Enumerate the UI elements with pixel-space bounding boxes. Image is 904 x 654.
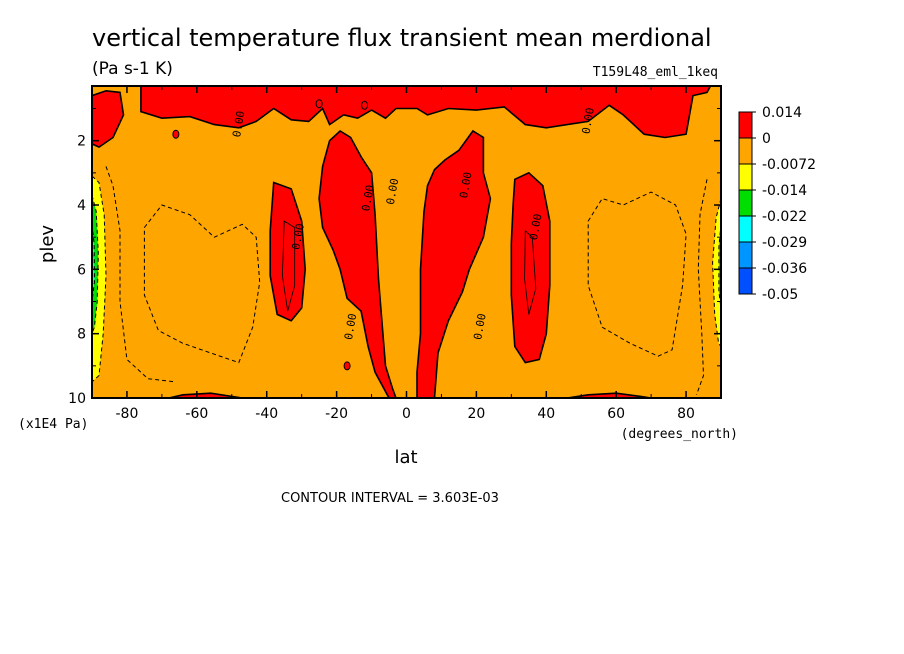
y-tick-label: 6 xyxy=(77,262,86,278)
chart-title: vertical temperature flux transient mean… xyxy=(92,24,712,52)
positive-cell-left xyxy=(269,181,307,322)
x-axis-label: lat xyxy=(394,447,417,468)
plot-background xyxy=(92,86,721,398)
contour-label: 0.00 xyxy=(527,213,544,241)
legend-label: 0 xyxy=(762,131,771,147)
y-tick-label: 4 xyxy=(77,198,86,214)
positive-region-central-right xyxy=(416,129,492,398)
y-unit-label: (x1E4 Pa) xyxy=(18,417,88,432)
x-unit-label: (degrees_north) xyxy=(621,427,738,442)
contour-label: 0.00 xyxy=(230,110,247,138)
x-tick-label: -60 xyxy=(185,406,208,422)
legend-swatch xyxy=(738,267,753,295)
positive-speck-a xyxy=(172,129,180,139)
x-tick-label: 60 xyxy=(607,406,625,422)
y-tick-label: 10 xyxy=(68,391,86,407)
positive-speck-b xyxy=(343,361,351,371)
legend-label: -0.036 xyxy=(762,261,807,277)
positive-cell-right xyxy=(510,171,551,364)
dashed-contour-right-outer xyxy=(696,179,708,395)
positive-region-bottom-left xyxy=(168,392,243,398)
dashed-contour-left-outer xyxy=(105,166,176,383)
legend-label: -0.0072 xyxy=(762,157,816,173)
positive-region-top xyxy=(140,86,721,139)
contour-label: 0.00 xyxy=(359,184,376,212)
plot-area: 0.00 0.00 0.00 0.00 0.00 0.00 0.00 0.00 0.00 -80… xyxy=(68,85,722,422)
positive-speck-d xyxy=(361,100,369,110)
positive-speck-c xyxy=(315,99,323,109)
contour-label: 0.00 xyxy=(290,222,307,250)
experiment-label: T159L48_eml_1keq xyxy=(593,65,718,80)
positive-region-left-top xyxy=(92,89,125,149)
legend-label: -0.05 xyxy=(762,287,798,303)
legend-swatch xyxy=(738,215,753,243)
positive-region-central-left xyxy=(318,129,397,398)
legend-swatch xyxy=(738,189,753,217)
contour-label: 0.00 xyxy=(580,107,597,135)
x-tick-label: -80 xyxy=(116,406,139,422)
x-tick-label: 40 xyxy=(537,406,555,422)
negative-band-right-1 xyxy=(712,198,721,348)
legend-swatch xyxy=(738,163,753,191)
dashed-contour-right xyxy=(587,191,687,357)
legend-label: -0.014 xyxy=(762,183,807,199)
x-tick-label: -20 xyxy=(325,406,348,422)
inner-contour-right xyxy=(524,229,537,315)
contour-label: 0.00 xyxy=(471,312,488,340)
legend-swatch xyxy=(738,137,753,165)
contour-label: 0.00 xyxy=(342,312,359,340)
contour-label: 0.00 xyxy=(457,171,474,199)
positive-region-bottom-right xyxy=(567,392,652,398)
inner-contour-left xyxy=(281,220,296,312)
legend-swatch xyxy=(738,111,753,139)
x-tick-label: 20 xyxy=(467,406,485,422)
dashed-contour-left xyxy=(143,204,261,364)
legend-label: -0.029 xyxy=(762,235,807,251)
y-tick-label: 2 xyxy=(77,134,86,150)
chart-units: (Pa s-1 K) xyxy=(92,59,173,79)
y-tick-label: 8 xyxy=(77,327,86,343)
y-axis-label: plev xyxy=(37,225,58,264)
legend-label: 0.014 xyxy=(762,105,802,121)
x-tick-label: -40 xyxy=(255,406,278,422)
legend-label: -0.022 xyxy=(762,209,807,225)
x-tick-label: 80 xyxy=(677,406,695,422)
x-tick-label: 0 xyxy=(402,406,411,422)
contour-label: 0.00 xyxy=(384,177,401,205)
contour-interval: CONTOUR INTERVAL = 3.603E-03 xyxy=(281,491,499,506)
legend-swatch xyxy=(738,241,753,269)
negative-band-left-2 xyxy=(92,195,99,334)
color-legend: 0.014 0 -0.0072 -0.014 -0.022 -0.029 -0.036 -0.… xyxy=(738,105,816,303)
